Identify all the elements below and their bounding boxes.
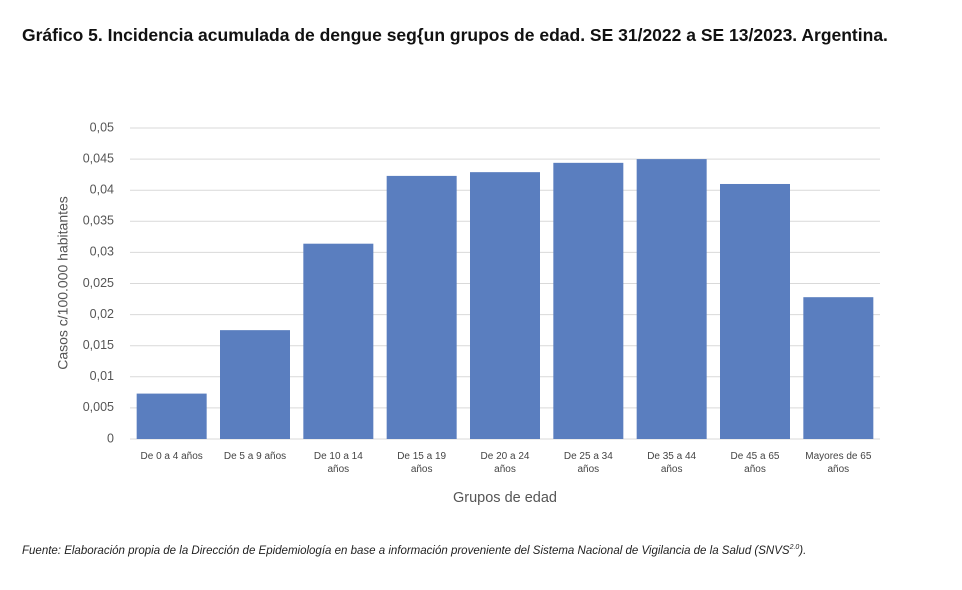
x-tick-label: De 25 a 34 años bbox=[563, 451, 613, 475]
y-tick-label: 0,04 bbox=[90, 182, 114, 196]
bar bbox=[136, 393, 207, 439]
x-tick-label: De 20 a 24 años bbox=[480, 451, 530, 475]
y-tick-label: 0,03 bbox=[90, 245, 114, 259]
source-superscript: 2.0 bbox=[789, 544, 800, 551]
bar bbox=[220, 330, 290, 439]
y-tick-label: 0 bbox=[107, 431, 114, 445]
bar bbox=[303, 243, 374, 439]
source-text: Fuente: Elaboración propia de la Direcci… bbox=[22, 544, 790, 557]
x-tick-label: De 15 a 19 años bbox=[397, 451, 447, 475]
x-axis-title: Grupos de edad bbox=[453, 490, 557, 506]
y-tick-label: 0,035 bbox=[83, 214, 114, 228]
y-tick-label: 0,05 bbox=[90, 120, 114, 134]
y-tick-label: 0,015 bbox=[83, 338, 114, 352]
x-tick-label: De 45 a 65 años bbox=[730, 451, 780, 475]
bar bbox=[386, 175, 457, 440]
y-tick-label: 0,02 bbox=[90, 307, 114, 321]
y-tick-label: 0,01 bbox=[90, 369, 114, 383]
x-tick-label: De 35 a 44 años bbox=[647, 451, 697, 475]
bar bbox=[470, 172, 540, 440]
x-tick-label: De 10 a 14 años bbox=[313, 451, 363, 475]
y-tick-label: 0,045 bbox=[83, 151, 114, 165]
chart-title: Gráfico 5. Incidencia acumulada de dengu… bbox=[22, 25, 888, 45]
x-tick-label: De 5 a 9 años bbox=[223, 451, 287, 462]
x-tick-label: De 0 a 4 años bbox=[140, 451, 203, 462]
bar bbox=[553, 162, 624, 439]
bar bbox=[720, 183, 790, 439]
source-end: ). bbox=[799, 544, 807, 557]
x-tick-label: Mayores de 65 años bbox=[805, 451, 872, 475]
bar bbox=[803, 297, 874, 439]
bar bbox=[636, 159, 707, 439]
y-axis-title: Casos c/100.000 habitantes bbox=[55, 196, 71, 370]
y-tick-label: 0,005 bbox=[83, 400, 114, 414]
y-tick-label: 0,025 bbox=[83, 276, 114, 290]
source-note: Fuente: Elaboración propia de la Direcci… bbox=[22, 538, 922, 561]
